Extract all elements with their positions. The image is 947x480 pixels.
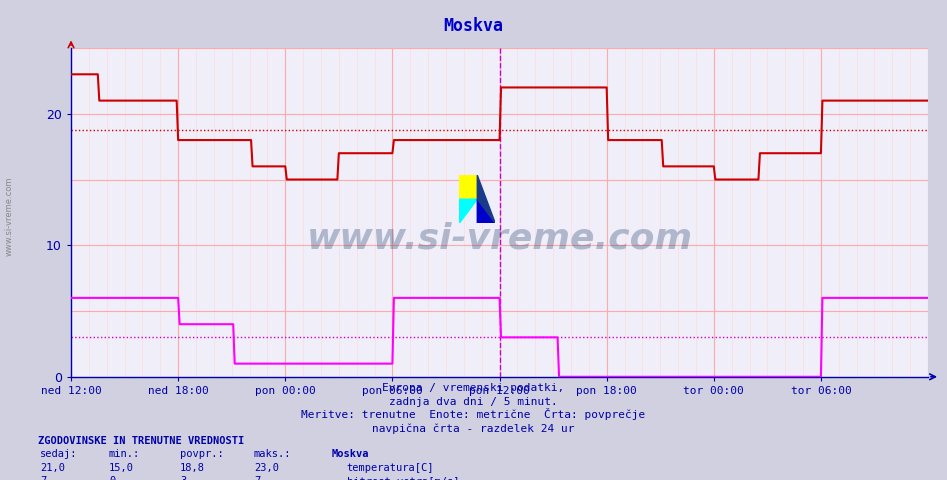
Text: 15,0: 15,0 — [109, 463, 134, 473]
Text: Evropa / vremenski podatki,: Evropa / vremenski podatki, — [383, 383, 564, 393]
Text: 21,0: 21,0 — [40, 463, 64, 473]
Text: maks.:: maks.: — [254, 449, 292, 459]
Text: 7: 7 — [40, 476, 46, 480]
Text: www.si-vreme.com: www.si-vreme.com — [307, 222, 692, 256]
Text: min.:: min.: — [109, 449, 140, 459]
Text: 18,8: 18,8 — [180, 463, 205, 473]
Text: 3: 3 — [180, 476, 187, 480]
Text: 7: 7 — [254, 476, 260, 480]
Text: navpična črta - razdelek 24 ur: navpična črta - razdelek 24 ur — [372, 423, 575, 433]
Polygon shape — [477, 175, 495, 223]
Text: Meritve: trenutne  Enote: metrične  Črta: povprečje: Meritve: trenutne Enote: metrične Črta: … — [301, 408, 646, 420]
Polygon shape — [459, 199, 477, 223]
Text: ZGODOVINSKE IN TRENUTNE VREDNOSTI: ZGODOVINSKE IN TRENUTNE VREDNOSTI — [38, 436, 244, 446]
Text: hitrost vetra[m/s]: hitrost vetra[m/s] — [347, 476, 459, 480]
Text: povpr.:: povpr.: — [180, 449, 223, 459]
Text: www.si-vreme.com: www.si-vreme.com — [5, 176, 14, 256]
Text: Moskva: Moskva — [331, 449, 369, 459]
Polygon shape — [459, 175, 477, 199]
Text: 23,0: 23,0 — [254, 463, 278, 473]
Text: Moskva: Moskva — [443, 17, 504, 35]
Text: zadnja dva dni / 5 minut.: zadnja dva dni / 5 minut. — [389, 396, 558, 407]
Text: 0: 0 — [109, 476, 116, 480]
Text: sedaj:: sedaj: — [40, 449, 78, 459]
Polygon shape — [477, 199, 495, 223]
Text: temperatura[C]: temperatura[C] — [347, 463, 434, 473]
